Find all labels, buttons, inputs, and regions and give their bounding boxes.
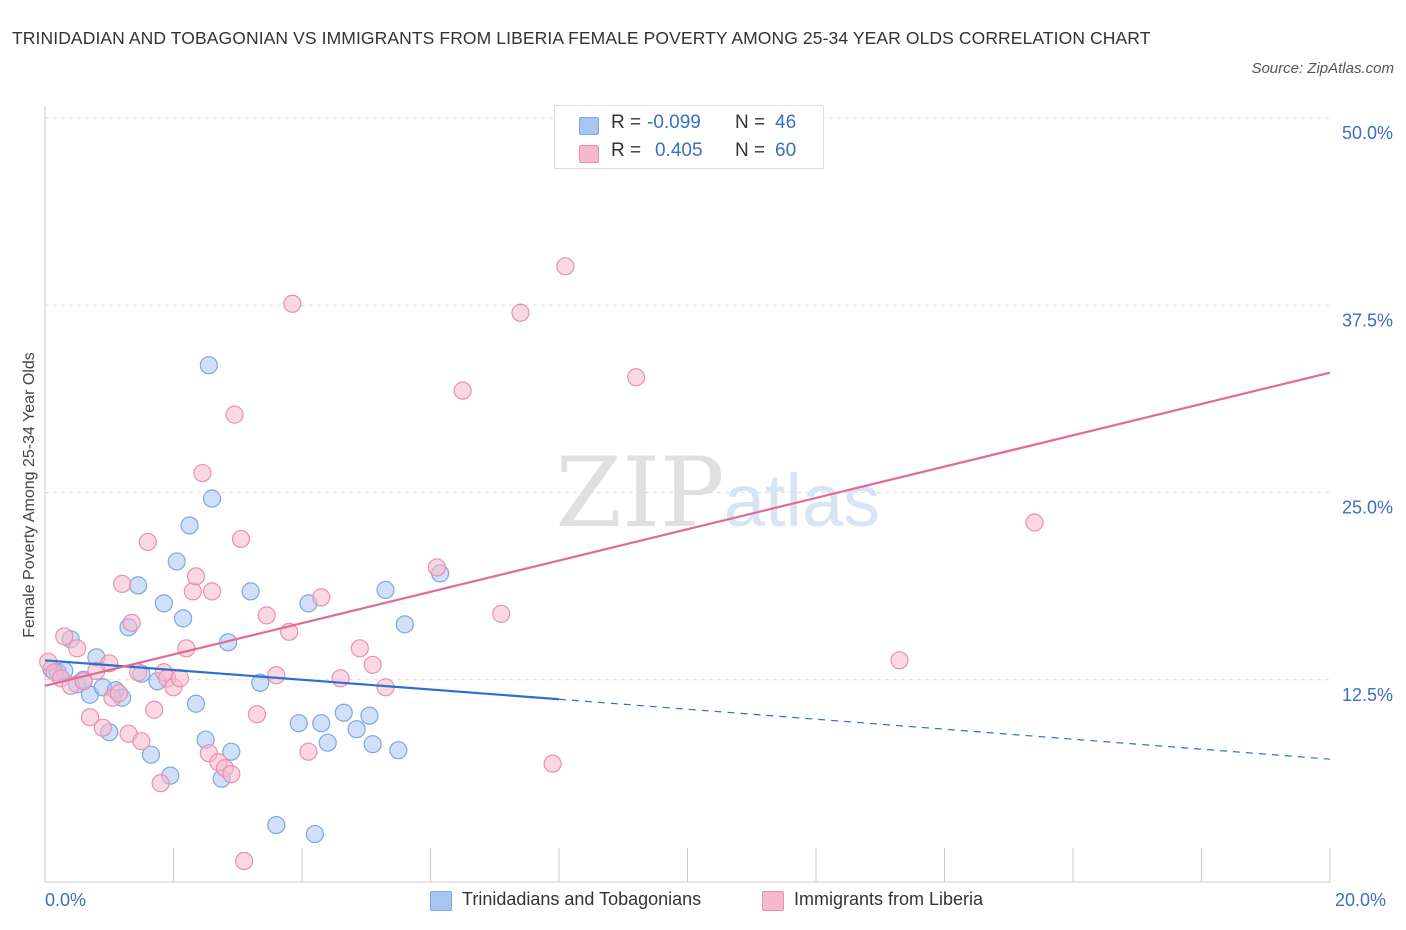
point-liberia	[231, 529, 251, 549]
y-tick-label: 12.5%	[1342, 685, 1393, 705]
point-liberia	[138, 532, 157, 552]
point-trinidadians	[363, 735, 382, 754]
point-trinidadians	[222, 742, 241, 761]
point-liberia	[363, 655, 382, 674]
point-trinidadians	[202, 489, 222, 508]
point-trinidadians	[180, 516, 199, 535]
point-liberia	[80, 708, 100, 727]
point-liberia	[283, 294, 302, 313]
point-trinidadians	[305, 824, 324, 844]
point-trinidadians	[186, 694, 206, 713]
y-tick-label: 25.0%	[1342, 498, 1393, 518]
point-liberia	[93, 718, 112, 737]
point-liberia	[299, 742, 318, 761]
point-liberia	[55, 627, 74, 646]
trend-line-trinidadians-extension	[558, 698, 1331, 760]
trend-line-trinidadians	[44, 659, 560, 701]
axes	[44, 106, 1331, 883]
watermark: ZIP atlas	[555, 437, 880, 549]
point-trinidadians	[141, 745, 161, 764]
point-trinidadians	[360, 706, 379, 725]
stats-r-label: R =	[611, 112, 642, 133]
point-liberia	[151, 774, 170, 793]
point-liberia	[312, 588, 331, 607]
point-liberia	[100, 654, 119, 673]
stats-n-value: 60	[775, 140, 797, 161]
stats-r-value: 0.405	[655, 140, 703, 161]
point-trinidadians	[376, 580, 395, 599]
point-trinidadians	[395, 615, 414, 634]
chart-title: TRINIDADIAN AND TOBAGONIAN VS IMMIGRANTS…	[12, 28, 1151, 48]
point-liberia	[145, 700, 164, 719]
point-liberia	[427, 558, 447, 577]
point-liberia	[193, 463, 212, 483]
point-liberia	[177, 639, 196, 658]
legend-swatch-trinidadians	[430, 891, 452, 911]
point-trinidadians	[334, 703, 353, 722]
point-liberia	[109, 684, 128, 703]
grid-lines	[45, 117, 1330, 681]
point-liberia	[183, 582, 202, 601]
point-liberia	[626, 368, 646, 387]
point-trinidadians	[312, 714, 331, 733]
point-liberia	[492, 604, 511, 623]
legend-label-liberia: Immigrants from Liberia	[794, 889, 984, 909]
point-trinidadians	[241, 582, 260, 601]
stats-n-label: N =	[735, 112, 766, 133]
point-liberia	[186, 567, 206, 586]
point-liberia	[267, 666, 286, 685]
point-liberia	[132, 732, 151, 751]
point-liberia	[556, 257, 575, 276]
point-liberia	[257, 606, 276, 625]
stats-r-value: -0.099	[647, 112, 701, 133]
point-trinidadians	[129, 576, 148, 595]
stats-n-value: 46	[775, 112, 797, 133]
stats-r-label: R =	[611, 140, 642, 161]
stats-n-label: N =	[735, 140, 766, 161]
legend: Trinidadians and Tobagonians Immigrants …	[430, 886, 1050, 916]
point-liberia	[543, 754, 562, 773]
point-liberia	[235, 851, 254, 871]
point-trinidadians	[318, 733, 337, 752]
series-trinidadians-points	[42, 356, 450, 844]
point-liberia	[453, 381, 472, 400]
point-trinidadians	[289, 714, 308, 733]
legend-swatch-liberia	[762, 891, 784, 911]
point-trinidadians	[389, 741, 408, 760]
point-liberia	[225, 405, 244, 424]
point-trinidadians	[199, 356, 218, 375]
point-liberia	[890, 651, 909, 670]
correlation-stats-box: R = -0.099 N = 46 R = 0.405 N = 60	[554, 105, 824, 169]
trend-lines	[44, 371, 1331, 760]
point-liberia	[122, 613, 141, 632]
watermark-zip: ZIP	[555, 437, 724, 549]
point-trinidadians	[267, 815, 286, 835]
x-tick-label-min: 0.0%	[45, 890, 87, 910]
point-liberia	[202, 582, 222, 601]
point-liberia	[112, 574, 132, 593]
legend-label-trinidadians: Trinidadians and Tobagonians	[462, 889, 702, 909]
point-liberia	[68, 639, 87, 658]
source-note: Source: ZipAtlas.com	[1251, 60, 1394, 77]
point-liberia	[350, 639, 369, 658]
point-liberia	[511, 303, 530, 322]
y-tick-labels: 12.5% 25.0% 37.5% 50.0%	[1342, 123, 1393, 705]
y-tick-label: 50.0%	[1342, 123, 1393, 143]
series-liberia-points	[39, 257, 1044, 871]
point-trinidadians	[174, 609, 193, 628]
x-tick-label-max: 20.0%	[1335, 890, 1387, 910]
stats-swatch-liberia	[579, 145, 599, 163]
point-trinidadians	[154, 594, 173, 613]
y-tick-label: 37.5%	[1342, 310, 1393, 330]
point-liberia	[247, 705, 267, 724]
point-liberia	[170, 669, 190, 688]
point-trinidadians	[347, 720, 366, 739]
trend-line-liberia	[44, 371, 1331, 687]
point-trinidadians	[167, 552, 186, 571]
point-liberia	[1025, 513, 1044, 532]
point-trinidadians	[251, 673, 270, 692]
stats-swatch-trinidadians	[579, 117, 599, 135]
point-liberia	[222, 765, 241, 784]
